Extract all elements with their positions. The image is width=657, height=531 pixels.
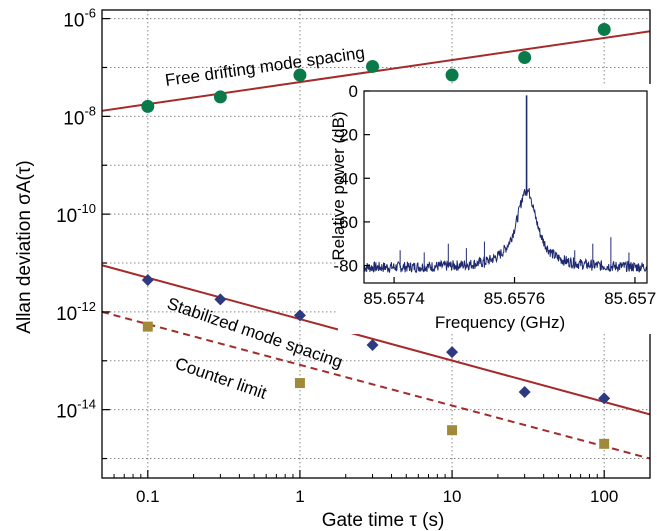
inset-y-tick-label: 0 [349, 82, 358, 101]
data-point-circle [141, 99, 155, 113]
data-point-circle [597, 22, 611, 36]
data-point-circle [366, 59, 380, 73]
inset-x-axis-label: Frequency (GHz) [435, 313, 565, 332]
inset-x-tick-label: 85.6574 [363, 289, 424, 308]
main-y-axis-label: Allan deviation σA(τ) [14, 160, 35, 333]
x-tick-label: 100 [590, 487, 618, 506]
data-point-diamond [214, 293, 227, 306]
inset-x-tick-label: 85.6578 [604, 289, 657, 308]
series-label-free-drifting: Free drifting mode spacing [164, 43, 366, 90]
x-tick-label: 10 [443, 487, 462, 506]
x-tick-label: 0.1 [136, 487, 160, 506]
y-tick-label: 10-6 [63, 6, 96, 32]
data-point-diamond [598, 392, 611, 405]
spectrum-line [363, 187, 648, 274]
spectrum-trace [363, 95, 648, 274]
y-tick-label: 10-8 [63, 103, 96, 129]
data-point-diamond [293, 309, 306, 322]
inset-y-tick-label: -80 [333, 257, 358, 276]
data-point-circle [445, 68, 459, 82]
inset-y-tick-label: -60 [333, 213, 358, 232]
data-point-square [294, 378, 305, 389]
inset-axes: 0 -20 -40 -60 -80 85.6574 85.6576 85.6578 [333, 82, 657, 308]
y-tick-label: 10-12 [56, 299, 96, 325]
data-point-square [447, 425, 458, 436]
data-point-diamond [141, 273, 154, 286]
data-point-diamond [366, 339, 379, 352]
data-point-square [142, 321, 153, 332]
inset-plot-frame [363, 90, 648, 284]
inset-x-tick-label: 85.6576 [484, 289, 545, 308]
data-point-circle [518, 51, 532, 65]
data-point-square [599, 438, 610, 449]
data-point-circle [213, 90, 227, 104]
inset-y-tick-label: -40 [333, 169, 358, 188]
inset-y-axis-label: Relative power (dB) [329, 111, 348, 260]
data-point-diamond [446, 346, 459, 359]
x-tick-label: 1 [295, 487, 304, 506]
y-tick-label: 10-14 [56, 397, 96, 423]
data-point-circle [293, 68, 307, 82]
data-point-diamond [518, 385, 531, 398]
fit-line [101, 264, 651, 416]
main-x-axis-label: Gate time τ (s) [322, 510, 445, 531]
inset-spectrum: 0 -20 -40 -60 -80 85.6574 85.6576 85.6578 Frequ… [329, 82, 657, 334]
inset-y-tick-label: -20 [333, 126, 358, 145]
data-points [141, 22, 611, 449]
main-axes: 0.1 1 10 100 10-14 10-12 10-10 10-8 10-6 [56, 6, 651, 506]
inset-background [338, 84, 653, 334]
fit-line [101, 310, 651, 460]
y-tick-label: 10-10 [56, 201, 96, 227]
